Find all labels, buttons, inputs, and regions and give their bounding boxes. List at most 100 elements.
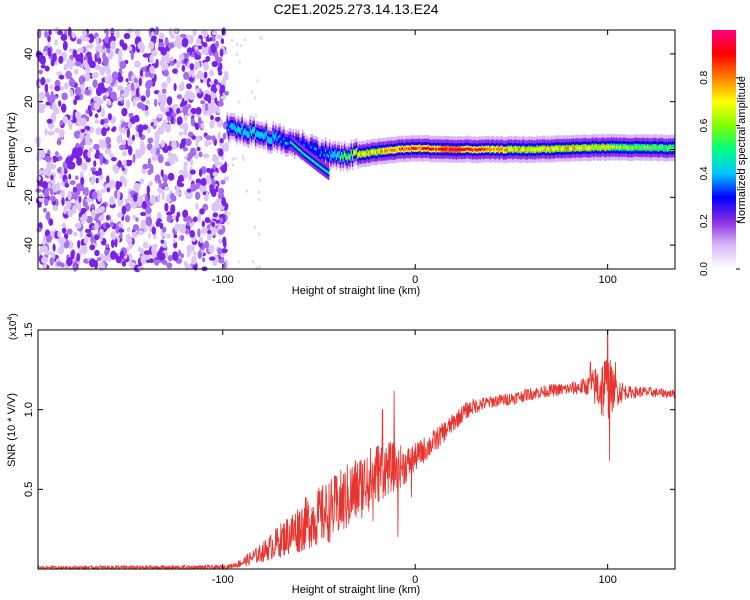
ridge-cell	[264, 134, 266, 138]
noise-cell	[82, 149, 90, 160]
ridge-cell	[560, 147, 563, 151]
noise-cell	[147, 137, 154, 144]
noise-cell	[258, 190, 261, 194]
noise-cell	[128, 145, 133, 156]
ridge-cell	[240, 129, 242, 133]
noise-cell	[141, 103, 146, 112]
ridge-cell	[531, 147, 533, 151]
colorbar-tick-label: 0.6	[699, 118, 710, 132]
noise-cell	[189, 218, 194, 223]
ridge-cell	[234, 127, 237, 131]
ridge-cell	[457, 147, 459, 151]
ridge-cell	[263, 135, 265, 139]
noise-cell	[186, 244, 194, 254]
branch-cell	[323, 168, 326, 172]
ridge-cell	[493, 147, 495, 151]
noise-cell	[169, 56, 174, 62]
noise-cell	[119, 250, 125, 259]
noise-cell	[183, 129, 188, 136]
noise-cell	[255, 266, 258, 270]
noise-cell	[203, 71, 208, 79]
ridge-cell	[544, 147, 547, 151]
ridge-cell	[532, 148, 534, 152]
snr-background	[38, 330, 675, 569]
noise-cell	[43, 261, 47, 271]
noise-cell	[150, 122, 154, 127]
noise-cell	[96, 207, 100, 215]
ridge-cell	[471, 148, 474, 152]
noise-cell	[66, 228, 73, 235]
noise-cell	[211, 221, 216, 228]
noise-cell	[151, 154, 158, 161]
ridge-cell	[376, 151, 378, 154]
ridge-cell	[338, 153, 340, 156]
noise-cell	[78, 196, 82, 203]
ridge-cell	[339, 157, 342, 161]
noise-cell	[52, 243, 56, 252]
noise-cell	[44, 65, 50, 72]
noise-cell	[196, 38, 202, 45]
ridge-cell	[504, 148, 506, 152]
x-tick-label: 100	[598, 574, 616, 586]
noise-cell	[90, 176, 96, 184]
noise-cell	[100, 188, 106, 193]
snr-y-tick-labels: 0.5 1.0 1.5	[23, 322, 35, 497]
noise-cell	[108, 74, 113, 84]
ridge-cell	[586, 146, 588, 150]
ridge-cell	[395, 148, 397, 152]
noise-cell	[127, 137, 132, 147]
noise-cell	[75, 175, 79, 180]
ridge-cell	[439, 147, 441, 151]
ridge-cell	[318, 153, 320, 157]
ridge-cell	[260, 133, 262, 137]
ridge-cell	[618, 146, 621, 150]
noise-cell	[86, 215, 93, 224]
noise-cell	[163, 180, 168, 187]
ridge-cell	[370, 150, 373, 154]
noise-cell	[250, 114, 253, 118]
ridge-cell	[599, 146, 602, 150]
noise-cell	[212, 254, 219, 264]
noise-cell	[117, 160, 122, 168]
ridge-cell	[665, 146, 668, 150]
noise-cell	[238, 60, 241, 64]
noise-cell	[63, 63, 68, 71]
noise-cell	[179, 53, 185, 61]
noise-cell	[173, 58, 177, 64]
ridge-cell	[327, 154, 330, 158]
noise-cell	[151, 244, 157, 255]
ridge-cell	[254, 134, 257, 138]
noise-cell	[93, 96, 99, 102]
noise-cell	[210, 103, 216, 112]
noise-cell	[164, 186, 170, 191]
ridge-cell	[253, 128, 256, 132]
noise-cell	[166, 211, 173, 216]
noise-cell	[74, 95, 81, 101]
noise-cell	[85, 228, 92, 234]
ridge-cell	[374, 150, 377, 154]
ridge-cell	[624, 145, 626, 149]
ridge-cell	[396, 148, 398, 151]
ridge-cell	[303, 144, 305, 147]
ridge-cell	[575, 146, 578, 150]
noise-cell	[60, 33, 68, 42]
ridge-cell	[277, 135, 280, 139]
noise-cell	[195, 191, 201, 200]
noise-cell	[212, 171, 219, 177]
noise-cell	[110, 250, 117, 260]
noise-cell	[199, 236, 203, 244]
ridge-cell	[479, 148, 482, 152]
ridge-cell	[467, 147, 470, 151]
ridge-cell	[649, 146, 652, 150]
noise-cell	[134, 29, 139, 36]
noise-cell	[206, 233, 212, 241]
noise-cell	[81, 162, 88, 171]
noise-cell	[195, 73, 201, 80]
ridge-cell	[609, 146, 611, 150]
noise-cell	[82, 188, 87, 195]
noise-cell	[215, 198, 221, 204]
noise-cell	[167, 42, 175, 49]
noise-cell	[80, 128, 86, 133]
ridge-cell	[337, 153, 339, 156]
noise-cell	[101, 127, 107, 137]
